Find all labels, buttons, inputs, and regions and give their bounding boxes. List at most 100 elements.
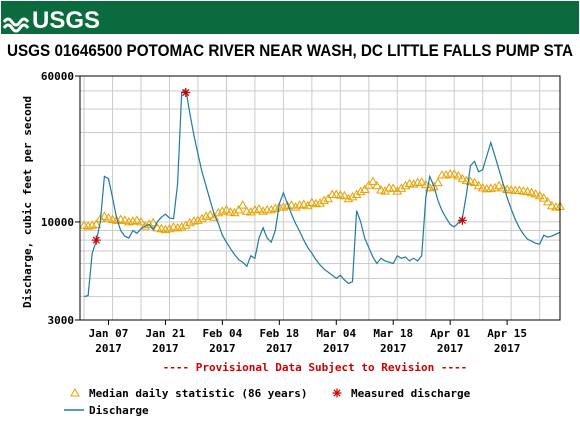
measured-point-stroke (458, 216, 466, 224)
median-point (453, 170, 464, 180)
legend-label-discharge: Discharge (89, 404, 149, 417)
median-point (347, 191, 358, 201)
median-point (136, 216, 146, 226)
median-point (205, 209, 216, 219)
median-point (193, 215, 203, 224)
plot-frame (79, 75, 561, 321)
median-point (254, 204, 264, 213)
median-point (201, 211, 211, 220)
x-tick-label: Feb 18 (259, 327, 299, 340)
x-tick-label: Jan 07 (89, 327, 129, 340)
median-point (197, 213, 207, 223)
x-tick-year: 2017 (380, 342, 407, 355)
x-tick-year: 2017 (209, 342, 236, 355)
median-point (319, 195, 329, 205)
median-point (213, 207, 224, 217)
median-point (266, 204, 277, 214)
x-tick-year: 2017 (494, 342, 521, 355)
median-point (339, 190, 350, 200)
median-point (180, 220, 191, 229)
x-tick-year: 2017 (152, 342, 179, 355)
chart-title: USGS 01646500 POTOMAC RIVER NEAR WASH, D… (7, 41, 573, 60)
x-tick-label: Mar 04 (316, 327, 356, 340)
measured-point-stroke (92, 236, 100, 244)
median-point (473, 180, 484, 190)
y-axis-label: Discharge, cubic feet per second (21, 96, 34, 308)
median-point (477, 182, 488, 192)
median-point (315, 198, 325, 207)
median-point (229, 207, 240, 217)
measured-series (91, 87, 467, 245)
median-point (132, 215, 142, 224)
median-point (164, 223, 175, 233)
x-tick-label: Apr 01 (430, 327, 470, 340)
median-point (148, 217, 159, 227)
usgs-banner-text: USGS (32, 7, 100, 34)
discharge-line (83, 88, 561, 298)
triangle-icon (70, 387, 80, 397)
x-tick-year: 2017 (95, 342, 122, 355)
median-point (534, 190, 545, 200)
median-point (359, 184, 370, 193)
median-point (91, 219, 102, 228)
x-tick-label: Feb 04 (202, 327, 242, 340)
median-point (290, 202, 301, 211)
usgs-wave-icon (2, 17, 30, 27)
measured-point (457, 215, 467, 225)
median-point (400, 180, 411, 190)
median-point (343, 193, 354, 203)
median-point (457, 173, 468, 183)
median-point (530, 188, 541, 198)
legend-item-median: Median daily statistic (86 years) (70, 387, 308, 400)
median-point (416, 177, 427, 186)
median-point (156, 223, 167, 233)
median-point (99, 211, 110, 220)
usgs-wave-icon (2, 23, 30, 33)
legend-label-measured: Measured discharge (351, 387, 471, 400)
measured-point-stroke (182, 88, 190, 97)
median-point (209, 212, 220, 221)
median-point (469, 177, 480, 187)
y-axis: 3000 10000 60000 (41, 70, 80, 327)
provisional-data-note: ---- Provisional Data Subject to Revisio… (163, 361, 468, 374)
legend-label-median: Median daily statistic (86 years) (89, 387, 308, 400)
usgs-banner (1, 1, 579, 34)
median-point (429, 181, 439, 191)
asterisk-icon (332, 388, 342, 398)
legend-item-measured: Measured discharge (332, 387, 471, 400)
median-point (119, 215, 130, 224)
median-point (298, 199, 309, 208)
usgs-logo: USGS (2, 7, 100, 34)
median-point (433, 177, 443, 187)
median-point (494, 180, 504, 190)
median-point (323, 193, 333, 203)
median-point (237, 200, 248, 209)
median-point (221, 204, 232, 214)
median-point (526, 187, 537, 197)
legend: Median daily statistic (86 years) Measur… (64, 387, 471, 417)
median-point (270, 203, 281, 212)
median-point (144, 219, 155, 228)
median-point (233, 204, 244, 214)
y-tick-label: 10000 (41, 216, 74, 229)
x-tick-year: 2017 (323, 342, 350, 355)
median-point (355, 186, 366, 196)
median-point (498, 182, 508, 192)
legend-item-discharge: Discharge (64, 404, 149, 417)
median-point (388, 183, 399, 192)
median-point (542, 196, 553, 206)
y-tick-label: 3000 (48, 314, 75, 327)
x-tick-label: Mar 18 (373, 327, 413, 340)
median-point (351, 189, 362, 199)
median-point (449, 169, 460, 178)
x-tick-year: 2017 (437, 342, 464, 355)
median-point (522, 186, 533, 196)
median-point (278, 202, 289, 211)
median-point (372, 180, 382, 190)
median-point (376, 184, 386, 194)
median-point (307, 197, 317, 206)
median-point (490, 182, 500, 192)
median-point (217, 206, 228, 215)
median-point (176, 221, 187, 231)
